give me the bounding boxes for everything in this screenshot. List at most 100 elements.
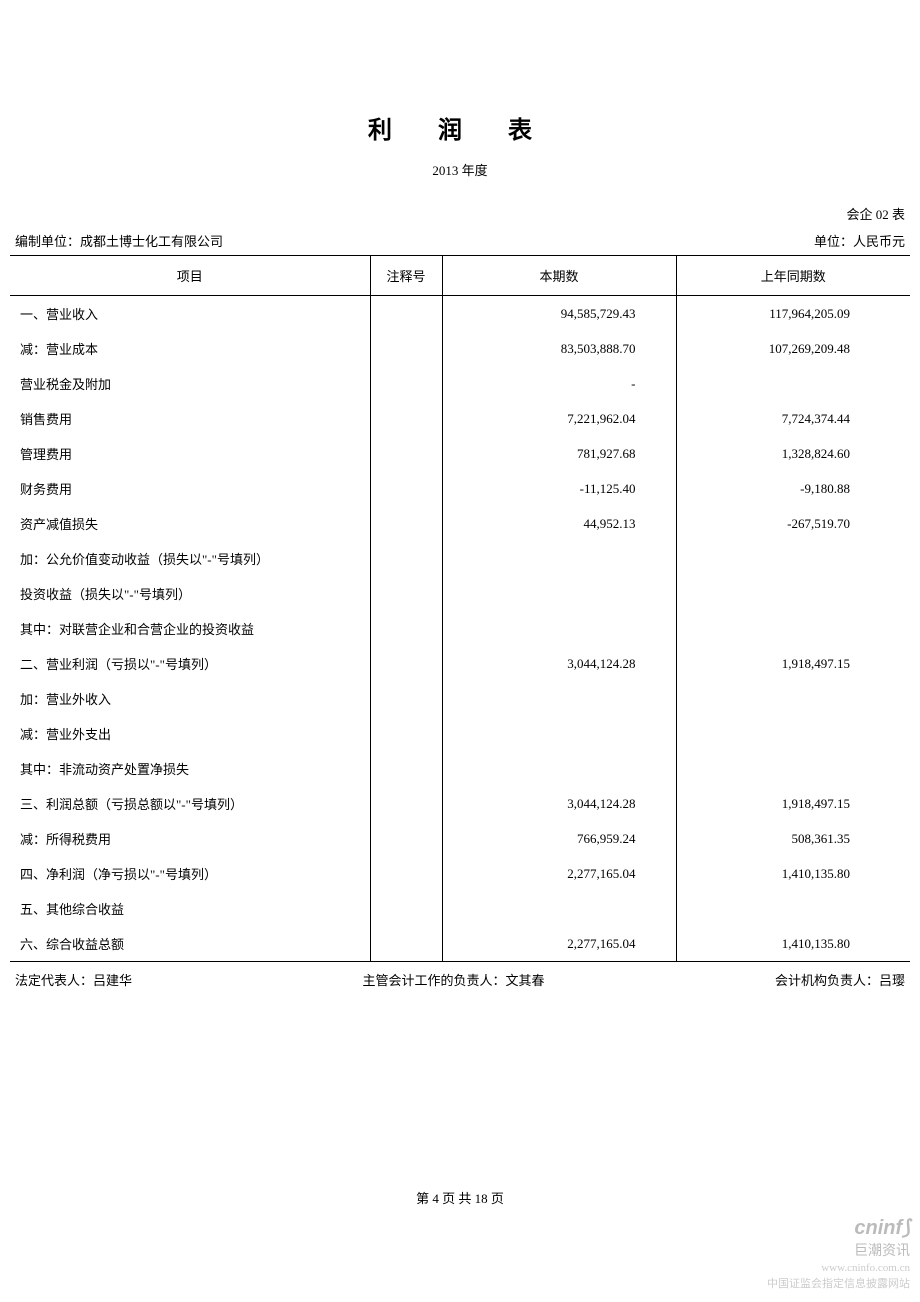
cell-current: 44,952.13 bbox=[442, 506, 676, 541]
cell-current: 3,044,124.28 bbox=[442, 786, 676, 821]
cell-note bbox=[370, 926, 442, 962]
table-row: 加：营业外收入 bbox=[10, 681, 910, 716]
page-title: 利 润 表 bbox=[10, 110, 910, 145]
cell-item: 减：营业外支出 bbox=[10, 716, 370, 751]
accounting-head-label: 主管会计工作的负责人： bbox=[362, 973, 505, 988]
cell-prior: 1,328,824.60 bbox=[676, 436, 910, 471]
legal-rep-label: 法定代表人： bbox=[15, 973, 93, 988]
cell-note bbox=[370, 436, 442, 471]
cell-current: 3,044,124.28 bbox=[442, 646, 676, 681]
cell-item: 投资收益（损失以"-"号填列） bbox=[10, 576, 370, 611]
header-row: 编制单位：成都土博士化工有限公司 单位：人民币元 bbox=[10, 231, 910, 250]
cell-note bbox=[370, 576, 442, 611]
cell-prior: 1,918,497.15 bbox=[676, 786, 910, 821]
table-row: 五、其他综合收益 bbox=[10, 891, 910, 926]
table-row: 财务费用-11,125.40-9,180.88 bbox=[10, 471, 910, 506]
cell-current bbox=[442, 716, 676, 751]
cell-item: 五、其他综合收益 bbox=[10, 891, 370, 926]
cell-note bbox=[370, 681, 442, 716]
cell-note bbox=[370, 296, 442, 332]
cell-prior bbox=[676, 541, 910, 576]
cell-item: 三、利润总额（亏损总额以"-"号填列） bbox=[10, 786, 370, 821]
subtitle: 2013 年度 bbox=[10, 160, 910, 179]
watermark-desc: 中国证监会指定信息披露网站 bbox=[767, 1277, 910, 1292]
cell-current bbox=[442, 576, 676, 611]
table-row: 减：营业成本83,503,888.70107,269,209.48 bbox=[10, 331, 910, 366]
cell-note bbox=[370, 366, 442, 401]
cell-note bbox=[370, 401, 442, 436]
cell-note bbox=[370, 541, 442, 576]
watermark-brand: 巨潮资讯 bbox=[767, 1242, 910, 1262]
cell-prior bbox=[676, 611, 910, 646]
cell-prior bbox=[676, 751, 910, 786]
table-row: 营业税金及附加 - bbox=[10, 366, 910, 401]
table-row: 加：公允价值变动收益（损失以"-"号填列） bbox=[10, 541, 910, 576]
table-row: 投资收益（损失以"-"号填列） bbox=[10, 576, 910, 611]
cell-prior bbox=[676, 366, 910, 401]
accounting-org-value: 吕璎 bbox=[879, 973, 905, 988]
cell-item: 财务费用 bbox=[10, 471, 370, 506]
cell-prior: -267,519.70 bbox=[676, 506, 910, 541]
cell-prior bbox=[676, 891, 910, 926]
cell-item: 减：所得税费用 bbox=[10, 821, 370, 856]
footer-row: 法定代表人：吕建华 主管会计工作的负责人：文其春 会计机构负责人：吕璎 bbox=[10, 970, 910, 989]
page-content: 利 润 表 2013 年度 会企 02 表 编制单位：成都土博士化工有限公司 单… bbox=[0, 0, 920, 989]
accounting-org-label: 会计机构负责人： bbox=[775, 973, 879, 988]
cell-current bbox=[442, 611, 676, 646]
cell-note bbox=[370, 646, 442, 681]
table-row: 四、净利润（净亏损以"-"号填列）2,277,165.041,410,135.8… bbox=[10, 856, 910, 891]
cell-prior bbox=[676, 716, 910, 751]
cell-item: 四、净利润（净亏损以"-"号填列） bbox=[10, 856, 370, 891]
page-number: 第 4 页 共 18 页 bbox=[0, 1188, 920, 1207]
cell-item: 一、营业收入 bbox=[10, 296, 370, 332]
prepared-by-label: 编制单位： bbox=[15, 234, 80, 249]
cell-item: 加：公允价值变动收益（损失以"-"号填列） bbox=[10, 541, 370, 576]
cell-current: 781,927.68 bbox=[442, 436, 676, 471]
table-row: 资产减值损失44,952.13-267,519.70 bbox=[10, 506, 910, 541]
cell-prior: 508,361.35 bbox=[676, 821, 910, 856]
table-row: 其中：对联营企业和合营企业的投资收益 bbox=[10, 611, 910, 646]
cell-prior: 117,964,205.09 bbox=[676, 296, 910, 332]
table-row: 二、营业利润（亏损以"-"号填列）3,044,124.281,918,497.1… bbox=[10, 646, 910, 681]
cell-current: 766,959.24 bbox=[442, 821, 676, 856]
cell-item: 营业税金及附加 bbox=[10, 366, 370, 401]
cell-prior bbox=[676, 576, 910, 611]
cell-item: 其中：非流动资产处置净损失 bbox=[10, 751, 370, 786]
table-body: 一、营业收入94,585,729.43117,964,205.09 减：营业成本… bbox=[10, 296, 910, 962]
watermark: cninf⟆ 巨潮资讯 www.cninfo.com.cn 中国证监会指定信息披… bbox=[767, 1214, 910, 1292]
legal-rep-value: 吕建华 bbox=[93, 973, 132, 988]
cell-current: 2,277,165.04 bbox=[442, 926, 676, 962]
col-prior: 上年同期数 bbox=[676, 256, 910, 296]
cell-current bbox=[442, 751, 676, 786]
cell-prior: -9,180.88 bbox=[676, 471, 910, 506]
cell-current: 2,277,165.04 bbox=[442, 856, 676, 891]
col-item: 项目 bbox=[10, 256, 370, 296]
cell-current bbox=[442, 891, 676, 926]
cell-note bbox=[370, 506, 442, 541]
table-row: 一、营业收入94,585,729.43117,964,205.09 bbox=[10, 296, 910, 332]
cell-note bbox=[370, 611, 442, 646]
table-row: 管理费用781,927.681,328,824.60 bbox=[10, 436, 910, 471]
cell-prior bbox=[676, 681, 910, 716]
cell-item: 销售费用 bbox=[10, 401, 370, 436]
table-row: 六、综合收益总额2,277,165.041,410,135.80 bbox=[10, 926, 910, 962]
accounting-head: 主管会计工作的负责人：文其春 bbox=[362, 970, 544, 989]
cell-note bbox=[370, 471, 442, 506]
swirl-icon: ⟆ bbox=[902, 1217, 910, 1239]
cell-item: 减：营业成本 bbox=[10, 331, 370, 366]
table-row: 三、利润总额（亏损总额以"-"号填列） 3,044,124.281,918,497… bbox=[10, 786, 910, 821]
table-row: 销售费用7,221,962.047,724,374.44 bbox=[10, 401, 910, 436]
cell-current: - bbox=[442, 366, 676, 401]
watermark-logo-text: cninf bbox=[854, 1217, 902, 1239]
unit-label: 单位：人民币元 bbox=[814, 231, 905, 250]
cell-current bbox=[442, 541, 676, 576]
cell-prior: 107,269,209.48 bbox=[676, 331, 910, 366]
cell-item: 其中：对联营企业和合营企业的投资收益 bbox=[10, 611, 370, 646]
watermark-logo: cninf⟆ bbox=[767, 1214, 910, 1242]
cell-current: 7,221,962.04 bbox=[442, 401, 676, 436]
cell-note bbox=[370, 716, 442, 751]
cell-note bbox=[370, 786, 442, 821]
prepared-by: 编制单位：成都土博士化工有限公司 bbox=[15, 231, 223, 250]
table-row: 减：营业外支出 bbox=[10, 716, 910, 751]
cell-note bbox=[370, 331, 442, 366]
